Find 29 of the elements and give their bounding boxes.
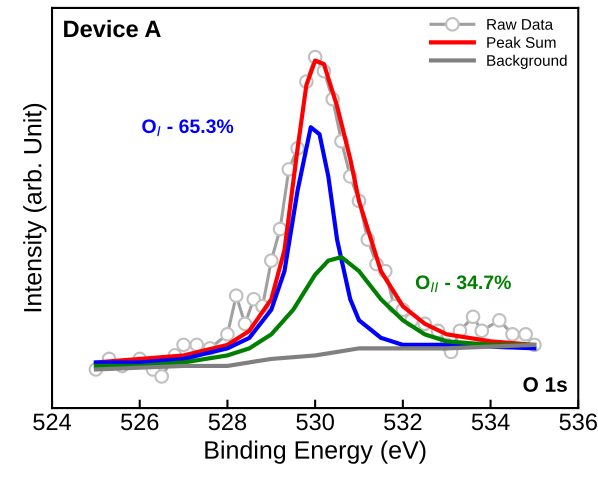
legend-label: Background xyxy=(487,54,567,69)
x-tick-label: 524 xyxy=(33,414,72,430)
point xyxy=(466,309,480,324)
x-axis-title: Binding Energy (eV) xyxy=(205,440,426,464)
x-tick-label: 534 xyxy=(472,414,510,430)
point xyxy=(474,324,490,338)
y-axis-title: Intensity (arb. Unit) xyxy=(23,104,46,312)
text: Device A xyxy=(64,20,161,38)
x-tick-label: 536 xyxy=(560,414,597,430)
annotation: O$_{II}$ - 34.7% xyxy=(416,275,511,292)
point xyxy=(272,222,288,236)
point xyxy=(238,316,252,332)
point xyxy=(176,338,191,352)
x-tick-label: 526 xyxy=(120,414,158,430)
legend-label: Peak Sum xyxy=(487,36,556,48)
point xyxy=(220,327,235,342)
point xyxy=(492,313,507,328)
point xyxy=(518,327,533,342)
annotation: O$_{I}$ - 65.3% xyxy=(142,119,234,136)
x-tick-label: 530 xyxy=(296,414,334,430)
x-tick-label: 532 xyxy=(384,414,422,430)
point xyxy=(189,338,204,352)
x-tick-label: 528 xyxy=(208,414,246,430)
point xyxy=(154,369,169,384)
annotation: O 1s xyxy=(523,377,567,392)
point xyxy=(264,253,279,268)
point xyxy=(228,288,244,304)
point xyxy=(505,327,520,342)
legend-label: Raw Data xyxy=(487,19,554,30)
